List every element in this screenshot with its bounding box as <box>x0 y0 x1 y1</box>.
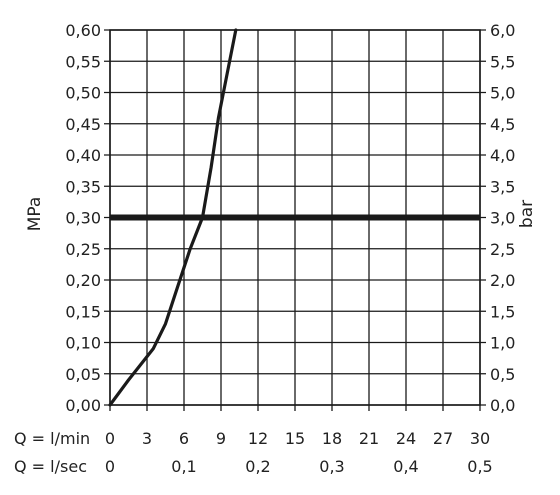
x-tick-label-lmin: 21 <box>359 429 379 448</box>
y-tick-label-left: 0,35 <box>65 177 101 196</box>
x-tick-label-lmin: 30 <box>470 429 490 448</box>
y-tick-label-left: 0,10 <box>65 334 101 353</box>
y-tick-label-right: 5,5 <box>490 52 515 71</box>
y-tick-label-right: 0,0 <box>490 396 515 415</box>
x-tick-label-lsec: 0,4 <box>393 457 418 476</box>
y-tick-label-left: 0,15 <box>65 302 101 321</box>
y-tick-label-left: 0,05 <box>65 365 101 384</box>
y-axis-right-title: bar <box>517 200 537 228</box>
y-tick-label-left: 0,45 <box>65 115 101 134</box>
y-tick-label-right: 1,5 <box>490 302 515 321</box>
y-tick-label-left: 0,20 <box>65 271 101 290</box>
y-tick-label-right: 3,5 <box>490 177 515 196</box>
y-tick-label-left: 0,30 <box>65 209 101 228</box>
plot-border <box>109 29 481 406</box>
x-axis-lmin-ticks: 0 3 6 9 12 15 18 21 24 27 30 <box>105 429 490 448</box>
x-row-label-lsec: Q = l/sec <box>14 457 87 476</box>
plot-frame <box>109 29 481 406</box>
x-tick-label-lsec: 0,2 <box>245 457 270 476</box>
x-tick-label-lmin: 9 <box>216 429 226 448</box>
x-tick-label-lmin: 18 <box>322 429 342 448</box>
y-tick-label-right: 4,5 <box>490 115 515 134</box>
y-tick-label-right: 2,5 <box>490 240 515 259</box>
x-tick-label-lmin: 15 <box>285 429 305 448</box>
x-tick-label-lsec: 0,5 <box>467 457 492 476</box>
y-tick-label-right: 1,0 <box>490 334 515 353</box>
y-axis-right-ticks: 0,0 0,5 1,0 1,5 2,0 2,5 3,0 3,5 4,0 4,5 5,0 5,5 6,0 <box>490 21 515 415</box>
x-tick-label-lsec: 0 <box>105 457 115 476</box>
y-tick-label-right: 5,0 <box>490 84 515 103</box>
y-tick-label-left: 0,55 <box>65 52 101 71</box>
y-tick-label-left: 0,60 <box>65 21 101 40</box>
y-tick-label-left: 0,40 <box>65 146 101 165</box>
x-tick-label-lsec: 0,3 <box>319 457 344 476</box>
series-line <box>108 28 238 407</box>
y-tick-label-right: 3,0 <box>490 209 515 228</box>
x-tick-label-lmin: 3 <box>142 429 152 448</box>
x-tick-label-lmin: 12 <box>248 429 268 448</box>
y-tick-label-left: 0,00 <box>65 396 101 415</box>
y-tick-label-right: 2,0 <box>490 271 515 290</box>
x-tick-label-lmin: 24 <box>396 429 416 448</box>
y-axis-left-ticks: 0,00 0,05 0,10 0,15 0,20 0,25 0,30 0,35 0,40 0,45… <box>65 21 101 415</box>
y-tick-label-right: 6,0 <box>490 21 515 40</box>
x-tick-label-lmin: 6 <box>179 429 189 448</box>
y-tick-label-left: 0,25 <box>65 240 101 259</box>
series-lines <box>108 28 238 407</box>
y-axis-left-title: MPa <box>25 197 45 232</box>
x-row-label-lmin: Q = l/min <box>14 429 90 448</box>
y-tick-label-right: 0,5 <box>490 365 515 384</box>
y-tick-label-left: 0,50 <box>65 84 101 103</box>
x-tick-label-lmin: 27 <box>433 429 453 448</box>
x-axis-lsec-ticks: 0 0,1 0,2 0,3 0,4 0,5 <box>105 457 493 476</box>
x-tick-label-lsec: 0,1 <box>171 457 196 476</box>
y-tick-label-right: 4,0 <box>490 146 515 165</box>
x-tick-label-lmin: 0 <box>105 429 115 448</box>
